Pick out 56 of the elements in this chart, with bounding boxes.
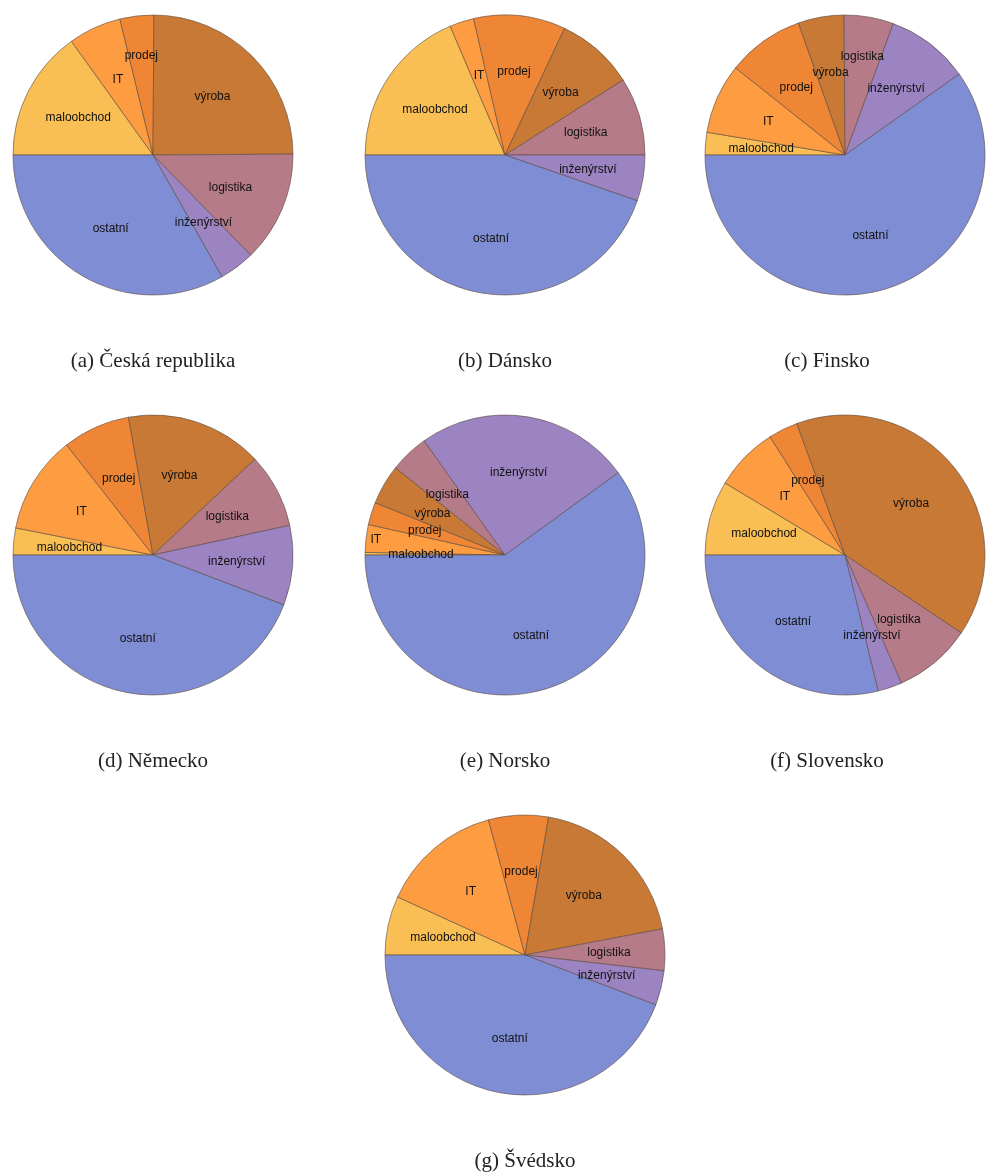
slice-label: prodej xyxy=(101,471,136,486)
slice-label: ostatní xyxy=(119,630,157,645)
slice-label: ostatní xyxy=(473,230,510,245)
slice-label: ostatní xyxy=(512,627,550,642)
text: (c) Finsko xyxy=(784,347,870,372)
slice-label: inženýrství xyxy=(559,161,618,176)
slice-label: maloobchod xyxy=(728,141,794,156)
slice-label: logistika xyxy=(877,612,921,627)
text: (a) Česká republika xyxy=(70,347,236,372)
slice-label: logistika xyxy=(425,486,470,501)
slice-label: výroba xyxy=(893,496,930,511)
slice-label: IT xyxy=(473,68,486,83)
slice-label: výroba xyxy=(161,468,198,483)
slice-label: výroba xyxy=(542,84,579,99)
text: (g) Švédsko xyxy=(474,1147,576,1172)
text: (b) Dánsko xyxy=(458,347,552,372)
slice-label: ostatní xyxy=(491,1030,529,1045)
slice-label: inženýrství xyxy=(208,554,267,569)
slice-label: maloobchod xyxy=(731,525,797,540)
slice-label: IT xyxy=(465,883,477,898)
text: (f) Slovensko xyxy=(770,747,884,772)
slice-label: logistika xyxy=(208,180,253,195)
slice-label: inženýrství xyxy=(489,465,548,480)
slice-label: IT xyxy=(76,504,88,519)
slice-label: prodej xyxy=(408,523,442,538)
text: (e) Norsko xyxy=(459,747,551,772)
slice-label: inženýrství xyxy=(843,627,902,642)
slice-label: IT xyxy=(370,532,382,547)
slice-label: výroba xyxy=(194,88,231,103)
slice-label: výroba xyxy=(565,888,603,903)
slice-label: prodej xyxy=(497,64,531,79)
slice-label: inženýrství xyxy=(577,967,636,982)
slice-label: inženýrství xyxy=(174,215,233,230)
slice-label: maloobchod xyxy=(410,930,476,945)
slice-label: IT xyxy=(112,71,124,86)
slice-label: logistika xyxy=(587,944,631,959)
slice-label: prodej xyxy=(791,472,825,487)
slice-label: inženýrství xyxy=(867,81,926,96)
slice-label: logistika xyxy=(563,124,608,139)
slice-label: maloobchod xyxy=(36,539,103,554)
slice-label: IT xyxy=(762,113,775,128)
slice-label: IT xyxy=(779,489,791,504)
slice-label: výroba xyxy=(414,505,451,520)
slice-label: prodej xyxy=(779,79,813,94)
slice-label: maloobchod xyxy=(388,547,454,562)
slice-label: výroba xyxy=(812,65,849,80)
slice-label: ostatní xyxy=(852,228,890,243)
slice-label: ostatní xyxy=(775,614,812,629)
slice-label: logistika xyxy=(205,508,250,523)
slice-label: prodej xyxy=(504,864,538,879)
slice-label: prodej xyxy=(124,47,158,62)
text: (d) Německo xyxy=(97,747,209,772)
slice-label: maloobchod xyxy=(402,101,468,116)
slice-label: logistika xyxy=(840,48,885,63)
slice-label: ostatní xyxy=(92,220,130,235)
slice-label: maloobchod xyxy=(45,109,111,124)
